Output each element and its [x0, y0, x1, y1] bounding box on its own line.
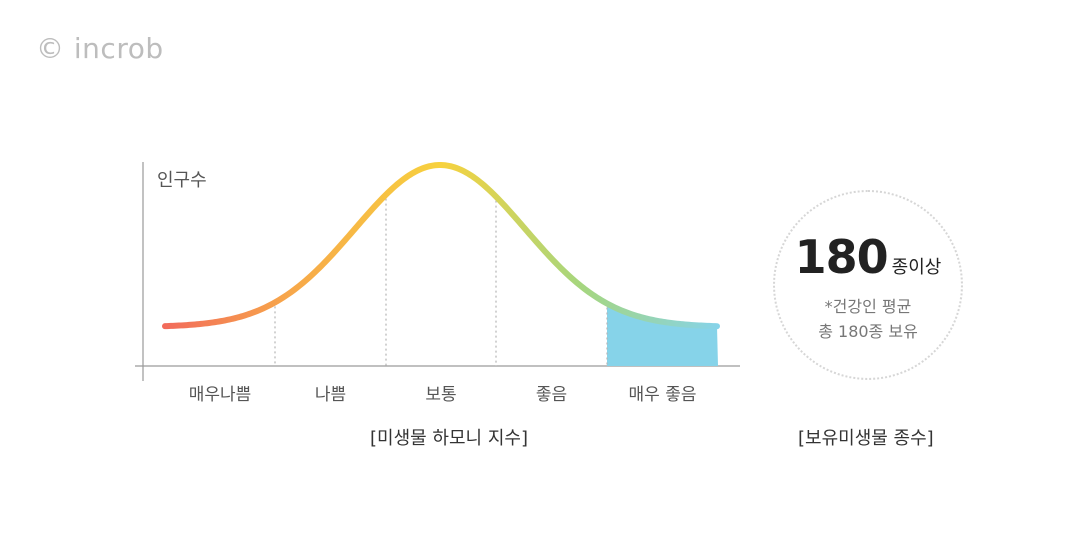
highlight-area-very-good: [607, 303, 718, 366]
category-label-4: 좋음: [536, 385, 567, 405]
stat-note-line1: *건강인 평균: [824, 297, 912, 316]
y-axis-label: 인구수: [157, 170, 207, 191]
stat-unit: 종이상: [891, 257, 942, 278]
category-label-1: 매우나쁨: [189, 385, 252, 405]
stat-main: 180 종이상: [775, 230, 961, 284]
stat-note-line2: 총 180종 보유: [818, 322, 918, 341]
stat-circle: 180 종이상 *건강인 평균 총 180종 보유: [773, 190, 963, 380]
distribution-curve: [162, 162, 720, 330]
watermark-logo: © incrob: [36, 32, 164, 65]
stat-value: 180: [794, 230, 889, 284]
stat-caption: [보유미생물 종수]: [798, 428, 934, 449]
x-axis-caption: [미생물 하모니 지수]: [370, 428, 528, 449]
category-label-5: 매우 좋음: [629, 385, 697, 405]
stat-note: *건강인 평균 총 180종 보유: [775, 294, 961, 344]
category-label-2: 나쁨: [315, 385, 346, 405]
category-label-3: 보통: [425, 385, 456, 405]
